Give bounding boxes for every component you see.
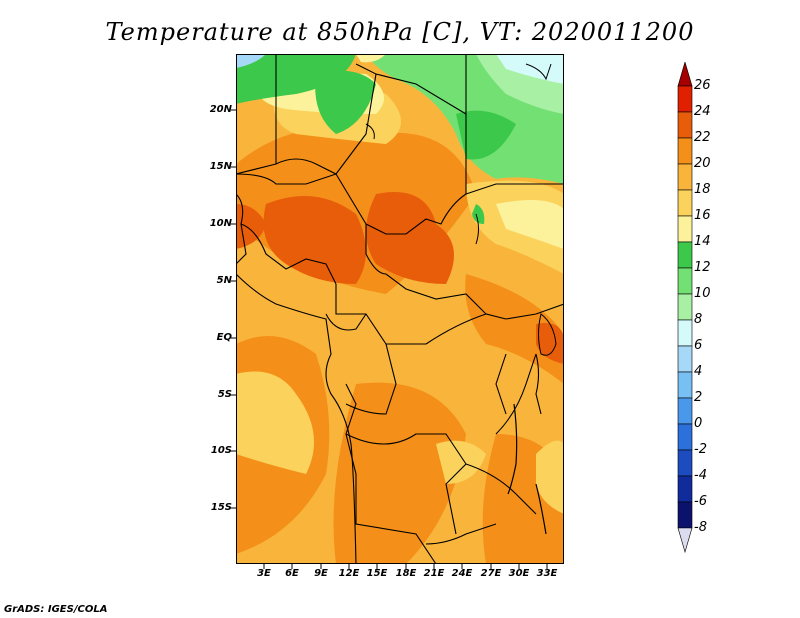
lat-label-10s: 10S bbox=[210, 445, 232, 456]
lat-label-15n: 15N bbox=[209, 161, 232, 172]
colorbar-label: -2 bbox=[694, 442, 707, 457]
colorbar-segment bbox=[677, 501, 693, 529]
lon-label-15e: 15E bbox=[366, 568, 388, 579]
credit-text: GrADS: IGES/COLA bbox=[4, 604, 108, 615]
lake-chad bbox=[365, 123, 375, 140]
colorbar-label: 2 bbox=[694, 390, 703, 405]
map-title: Temperature at 850hPa [C], VT: 202001120… bbox=[105, 18, 695, 46]
mild-zone-west bbox=[236, 371, 314, 474]
colorbar-label: 20 bbox=[694, 156, 711, 171]
lat-label-eq: EQ bbox=[216, 332, 232, 343]
colorbar-label: 8 bbox=[694, 312, 703, 327]
colorbar-label: -8 bbox=[694, 520, 707, 535]
green-zone-northwest bbox=[236, 54, 356, 104]
cool-zone-east bbox=[496, 200, 564, 249]
colorbar-segment bbox=[677, 137, 693, 165]
colorbar-label: -4 bbox=[694, 468, 707, 483]
lon-label-6e: 6E bbox=[285, 568, 299, 579]
warm-zone-south bbox=[333, 382, 466, 564]
map-frame bbox=[236, 54, 564, 564]
lon-label-24e: 24E bbox=[451, 568, 473, 579]
hot-zone-lake bbox=[536, 323, 564, 364]
river-segment bbox=[475, 213, 479, 245]
colorbar-segment bbox=[677, 111, 693, 139]
colorbar-label: 12 bbox=[694, 260, 711, 275]
colorbar-segment bbox=[677, 62, 693, 87]
colorbar-label: 14 bbox=[694, 234, 711, 249]
colorbar-label: 26 bbox=[694, 78, 711, 93]
green-zone-north-central bbox=[315, 70, 376, 134]
colorbar-label: 10 bbox=[694, 286, 711, 301]
colorbar-label: -6 bbox=[694, 494, 707, 509]
lon-label-3e: 3E bbox=[257, 568, 271, 579]
colorbar-segment bbox=[677, 345, 693, 373]
lon-label-9e: 9E bbox=[314, 568, 328, 579]
green-patch-east bbox=[472, 204, 485, 224]
lat-label-20n: 20N bbox=[209, 104, 232, 115]
lake-malawi bbox=[535, 483, 547, 535]
country-borders bbox=[236, 54, 564, 564]
colorbar-segment bbox=[677, 189, 693, 217]
map-panel bbox=[236, 54, 564, 564]
colorbar-segment bbox=[677, 319, 693, 347]
lake-tanganyika bbox=[507, 403, 518, 495]
lat-label-10n: 10N bbox=[209, 218, 232, 229]
lon-label-18e: 18E bbox=[395, 568, 417, 579]
lat-label-5n: 5N bbox=[216, 275, 232, 286]
colorbar-segment bbox=[677, 527, 693, 554]
colorbar-label: 6 bbox=[694, 338, 703, 353]
green-zone-sudan bbox=[456, 110, 516, 160]
hot-zone-west bbox=[263, 196, 366, 284]
colorbar-segment bbox=[677, 475, 693, 503]
colorbar-segment bbox=[677, 371, 693, 399]
warm-zone-east bbox=[465, 274, 564, 384]
yellow-patch-top bbox=[356, 54, 386, 63]
colorbar-segment bbox=[677, 163, 693, 191]
hot-zone-central bbox=[366, 192, 454, 284]
lon-label-30e: 30E bbox=[508, 568, 530, 579]
mild-zone-southeast-patch bbox=[536, 440, 564, 514]
red-sea-coast bbox=[525, 63, 552, 81]
mild-zone-south-patch bbox=[436, 440, 486, 484]
colorbar-label: 0 bbox=[694, 416, 703, 431]
temperature-map bbox=[236, 54, 564, 564]
blue-zone-corner bbox=[236, 54, 266, 68]
lat-label-5s: 5S bbox=[217, 389, 232, 400]
colorbar-segment bbox=[677, 449, 693, 477]
coastline bbox=[236, 273, 357, 564]
colorbar-label: 18 bbox=[694, 182, 711, 197]
colorbar-label: 16 bbox=[694, 208, 711, 223]
colorbar-label: 22 bbox=[694, 130, 711, 145]
lat-label-15s: 15S bbox=[210, 502, 232, 513]
lon-label-12e: 12E bbox=[338, 568, 360, 579]
lon-label-21e: 21E bbox=[423, 568, 445, 579]
colorbar bbox=[677, 62, 693, 554]
colorbar-label: 24 bbox=[694, 104, 711, 119]
colorbar-segment bbox=[677, 423, 693, 451]
colorbar-segment bbox=[677, 397, 693, 425]
colorbar-segment bbox=[677, 241, 693, 269]
colorbar-segment bbox=[677, 267, 693, 295]
lon-label-27e: 27E bbox=[480, 568, 502, 579]
colorbar-label: 4 bbox=[694, 364, 703, 379]
colorbar-segment bbox=[677, 85, 693, 113]
lake-victoria bbox=[538, 313, 557, 356]
lon-label-33e: 33E bbox=[536, 568, 558, 579]
colorbar-segment bbox=[677, 293, 693, 321]
colorbar-segment bbox=[677, 215, 693, 243]
